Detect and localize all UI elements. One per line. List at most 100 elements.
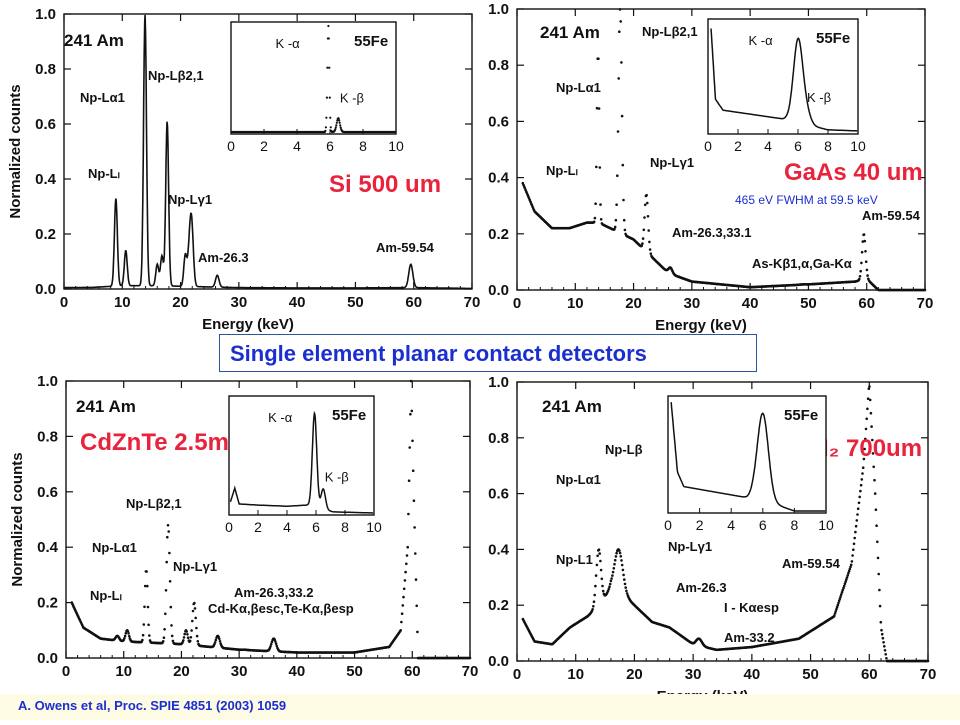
data-point bbox=[141, 638, 144, 642]
data-point bbox=[647, 229, 650, 232]
data-point bbox=[620, 61, 623, 64]
data-point bbox=[871, 452, 875, 455]
data-point bbox=[188, 639, 192, 643]
data-point bbox=[874, 508, 878, 512]
data-point bbox=[648, 240, 651, 244]
inset-x-tick-label: 10 bbox=[818, 517, 834, 533]
data-point bbox=[402, 595, 405, 599]
data-point bbox=[611, 574, 614, 577]
data-point bbox=[123, 637, 126, 640]
x-tick-label: 20 bbox=[626, 666, 643, 683]
data-point bbox=[186, 636, 190, 639]
peak-annotation: Am-26.3,33.1 bbox=[672, 225, 752, 240]
data-point bbox=[413, 526, 416, 529]
inset-label: 55Fe bbox=[784, 407, 818, 424]
spectrum-series bbox=[521, 8, 927, 292]
data-point bbox=[621, 568, 625, 572]
data-point bbox=[592, 600, 596, 603]
inset-label: 55Fe bbox=[332, 407, 366, 424]
inset-frame bbox=[230, 21, 397, 135]
data-point bbox=[162, 636, 166, 639]
peak-annotation: Np-Lα1 bbox=[92, 540, 137, 555]
data-point bbox=[880, 632, 884, 636]
data-point bbox=[593, 216, 597, 220]
data-point bbox=[847, 571, 850, 575]
inset-point bbox=[338, 121, 341, 124]
data-point bbox=[642, 228, 646, 232]
spectrum-series bbox=[70, 379, 472, 660]
data-point bbox=[161, 640, 165, 643]
data-point bbox=[870, 425, 873, 428]
data-point bbox=[885, 657, 888, 660]
data-point bbox=[608, 585, 611, 588]
data-point bbox=[166, 535, 169, 539]
data-point bbox=[599, 218, 603, 221]
data-point bbox=[849, 565, 852, 569]
data-point bbox=[864, 427, 868, 431]
peak-annotation: Np-Lβ2,1 bbox=[642, 24, 698, 39]
data-point bbox=[860, 261, 863, 265]
data-point bbox=[409, 412, 412, 416]
data-point bbox=[170, 624, 173, 627]
data-point bbox=[618, 30, 621, 33]
data-point bbox=[218, 637, 221, 641]
data-point bbox=[853, 536, 856, 540]
data-point bbox=[879, 620, 883, 624]
x-tick-label: 30 bbox=[231, 663, 248, 680]
data-point bbox=[601, 584, 604, 588]
inset-point bbox=[329, 116, 332, 119]
x-tick-label: 50 bbox=[802, 666, 819, 683]
data-point bbox=[852, 548, 855, 551]
data-point bbox=[648, 248, 652, 251]
data-point bbox=[269, 643, 273, 646]
data-point bbox=[878, 604, 882, 608]
inset-annotation: K -α bbox=[749, 33, 774, 48]
data-point bbox=[409, 379, 413, 383]
x-tick-label: 40 bbox=[744, 666, 761, 683]
data-point bbox=[845, 578, 848, 581]
data-point bbox=[411, 439, 414, 443]
data-point bbox=[143, 605, 146, 609]
data-point bbox=[128, 634, 131, 638]
data-point bbox=[616, 174, 619, 177]
data-point bbox=[851, 554, 854, 557]
inset-frame bbox=[707, 18, 859, 135]
data-point bbox=[600, 577, 604, 581]
x-tick-label: 50 bbox=[800, 295, 817, 312]
data-point bbox=[593, 593, 596, 597]
data-point bbox=[400, 620, 403, 624]
data-point bbox=[868, 398, 872, 402]
chart-panel-gaas: 0 10 20 30 40 50 60 700.00.20.40.60.81.0Energy … bbox=[488, 1, 933, 334]
data-point bbox=[275, 644, 279, 648]
data-point bbox=[862, 233, 866, 236]
data-point bbox=[123, 634, 127, 638]
data-point bbox=[860, 250, 864, 254]
data-point bbox=[864, 260, 868, 264]
inset-x-tick-label: 4 bbox=[283, 519, 291, 535]
inset-frame bbox=[228, 395, 375, 516]
data-point bbox=[599, 559, 602, 563]
data-point bbox=[842, 584, 846, 588]
peak-annotation: Am-26.3 bbox=[198, 250, 249, 265]
data-point bbox=[183, 632, 186, 636]
data-point bbox=[408, 446, 412, 449]
data-point bbox=[624, 586, 627, 589]
data-point bbox=[861, 240, 865, 243]
data-point bbox=[407, 479, 411, 483]
peak-annotation: Np-Lγ1 bbox=[668, 539, 712, 554]
x-tick-label: 20 bbox=[172, 294, 189, 311]
data-point bbox=[411, 469, 415, 473]
data-point bbox=[595, 165, 598, 169]
data-point bbox=[838, 597, 842, 600]
data-point bbox=[880, 628, 883, 632]
data-point bbox=[193, 601, 196, 605]
data-point bbox=[835, 608, 838, 611]
inset-point bbox=[325, 116, 328, 119]
data-point bbox=[876, 540, 879, 544]
data-point bbox=[869, 411, 873, 415]
data-point bbox=[142, 623, 146, 626]
x-tick-label: 0 bbox=[513, 666, 521, 683]
data-point bbox=[402, 587, 406, 591]
data-point bbox=[610, 577, 613, 580]
data-point bbox=[405, 562, 408, 566]
